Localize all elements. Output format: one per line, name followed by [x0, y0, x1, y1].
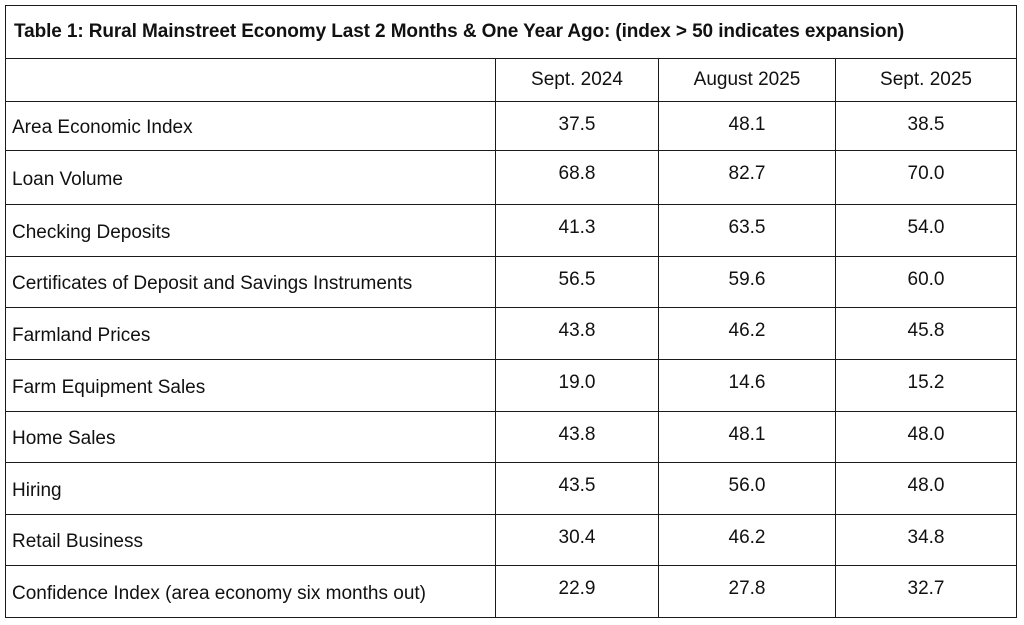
cell-value: 70.0 — [834, 150, 1018, 205]
table-title: Table 1: Rural Mainstreet Economy Last 2… — [4, 5, 1018, 59]
cell-value: 43.8 — [495, 307, 659, 360]
cell-value: 38.5 — [834, 101, 1018, 151]
header-corner-cell — [5, 58, 496, 102]
row-label: Confidence Index (area economy six month… — [5, 565, 496, 618]
cell-value: 59.6 — [658, 256, 836, 308]
row-label: Loan Volume — [5, 150, 496, 205]
row-label: Farm Equipment Sales — [5, 359, 496, 412]
cell-value: 19.0 — [495, 359, 659, 412]
cell-value: 45.8 — [834, 307, 1018, 360]
row-label: Checking Deposits — [5, 204, 496, 257]
table-row: Confidence Index (area economy six month… — [5, 565, 1018, 618]
cell-value: 63.5 — [658, 204, 836, 257]
cell-value: 48.0 — [834, 462, 1018, 515]
row-label: Hiring — [5, 462, 496, 515]
column-header-august-2025: August 2025 — [658, 58, 836, 102]
row-label: Farmland Prices — [5, 307, 496, 360]
table-row: Farmland Prices 43.8 46.2 45.8 — [5, 307, 1018, 360]
cell-value: 43.5 — [495, 462, 659, 515]
cell-value: 43.8 — [495, 411, 659, 463]
cell-value: 22.9 — [495, 565, 659, 618]
table-row: Hiring 43.5 56.0 48.0 — [5, 462, 1018, 515]
cell-value: 32.7 — [834, 565, 1018, 618]
table-row: Checking Deposits 41.3 63.5 54.0 — [5, 204, 1018, 257]
table-row: Loan Volume 68.8 82.7 70.0 — [5, 150, 1018, 205]
row-label: Home Sales — [5, 411, 496, 463]
cell-value: 46.2 — [658, 514, 836, 566]
cell-value: 56.5 — [495, 256, 659, 308]
cell-value: 56.0 — [658, 462, 836, 515]
cell-value: 14.6 — [658, 359, 836, 412]
cell-value: 37.5 — [495, 101, 659, 151]
cell-value: 46.2 — [658, 307, 836, 360]
cell-value: 48.0 — [834, 411, 1018, 463]
cell-value: 48.1 — [658, 101, 836, 151]
table-row: Certificates of Deposit and Savings Inst… — [5, 256, 1018, 308]
table-row: Home Sales 43.8 48.1 48.0 — [5, 411, 1018, 463]
cell-value: 48.1 — [658, 411, 836, 463]
table-row: Farm Equipment Sales 19.0 14.6 15.2 — [5, 359, 1018, 412]
economy-table: Table 1: Rural Mainstreet Economy Last 2… — [4, 5, 1018, 618]
title-row: Table 1: Rural Mainstreet Economy Last 2… — [4, 5, 1018, 59]
cell-value: 54.0 — [834, 204, 1018, 257]
row-label: Certificates of Deposit and Savings Inst… — [5, 256, 496, 308]
cell-value: 68.8 — [495, 150, 659, 205]
cell-value: 41.3 — [495, 204, 659, 257]
table-row: Area Economic Index 37.5 48.1 38.5 — [5, 101, 1018, 151]
column-header-sept-2025: Sept. 2025 — [834, 58, 1018, 102]
cell-value: 30.4 — [495, 514, 659, 566]
column-header-sept-2024: Sept. 2024 — [495, 58, 659, 102]
cell-value: 15.2 — [834, 359, 1018, 412]
header-row: Sept. 2024 August 2025 Sept. 2025 — [5, 58, 1018, 102]
row-label: Area Economic Index — [5, 101, 496, 151]
cell-value: 27.8 — [658, 565, 836, 618]
row-label: Retail Business — [5, 514, 496, 566]
cell-value: 34.8 — [834, 514, 1018, 566]
cell-value: 60.0 — [834, 256, 1018, 308]
table-row: Retail Business 30.4 46.2 34.8 — [5, 514, 1018, 566]
cell-value: 82.7 — [658, 150, 836, 205]
